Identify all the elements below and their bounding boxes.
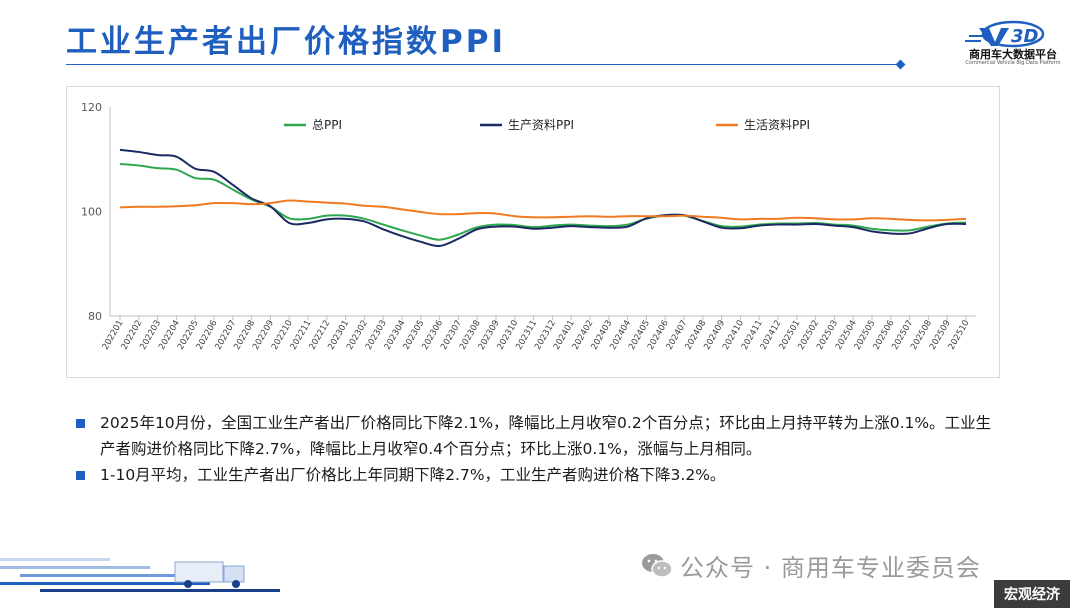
truck-decoration-icon	[0, 558, 280, 592]
svg-text:3D: 3D	[1011, 26, 1039, 47]
chart-frame	[66, 86, 1000, 378]
y-tick-label: 100	[81, 206, 102, 219]
bullet-item: 2025年10月份，全国工业生产者出厂价格同比下降2.1%，降幅比上月收窄0.2…	[76, 410, 1006, 462]
legend-label: 生产资料PPI	[508, 118, 574, 132]
legend-label: 总PPI	[312, 118, 342, 132]
logo-name: 商用车大数据平台	[969, 48, 1057, 61]
bullet-square-icon	[76, 471, 85, 480]
y-tick-label: 80	[88, 310, 102, 323]
bullet-list: 2025年10月份，全国工业生产者出厂价格同比下降2.1%，降幅比上月收窄0.2…	[76, 410, 1006, 488]
bullet-text: 2025年10月份，全国工业生产者出厂价格同比下降2.1%，降幅比上月收窄0.2…	[100, 414, 992, 458]
bullet-text: 1-10月平均，工业生产者出厂价格比上年同期下降2.7%，工业生产者购进价格下降…	[100, 466, 726, 484]
category-tag: 宏观经济	[994, 580, 1070, 608]
divider-end-marker	[895, 59, 906, 70]
ppi-line-chart: 8010012020220120220220220320220420220520…	[81, 101, 976, 352]
y-tick-label: 120	[81, 101, 102, 114]
wechat-account-label: 公众号 · 商用车专业委员会	[680, 554, 981, 582]
bullet-square-icon	[76, 419, 85, 428]
bullet-item: 1-10月平均，工业生产者出厂价格比上年同期下降2.7%，工业生产者购进价格下降…	[76, 462, 1006, 488]
v3d-logo-icon: 3D	[965, 20, 1045, 48]
title-divider	[66, 64, 902, 65]
wechat-icon	[642, 554, 673, 578]
series-line-3	[119, 199, 967, 222]
logo-subtitle: Commercial Vehicle Big Data Platform	[965, 60, 1061, 66]
series-line-2	[119, 148, 967, 248]
legend-label: 生活资料PPI	[744, 118, 810, 132]
page-title: 工业生产者出厂价格指数PPI	[66, 24, 506, 60]
